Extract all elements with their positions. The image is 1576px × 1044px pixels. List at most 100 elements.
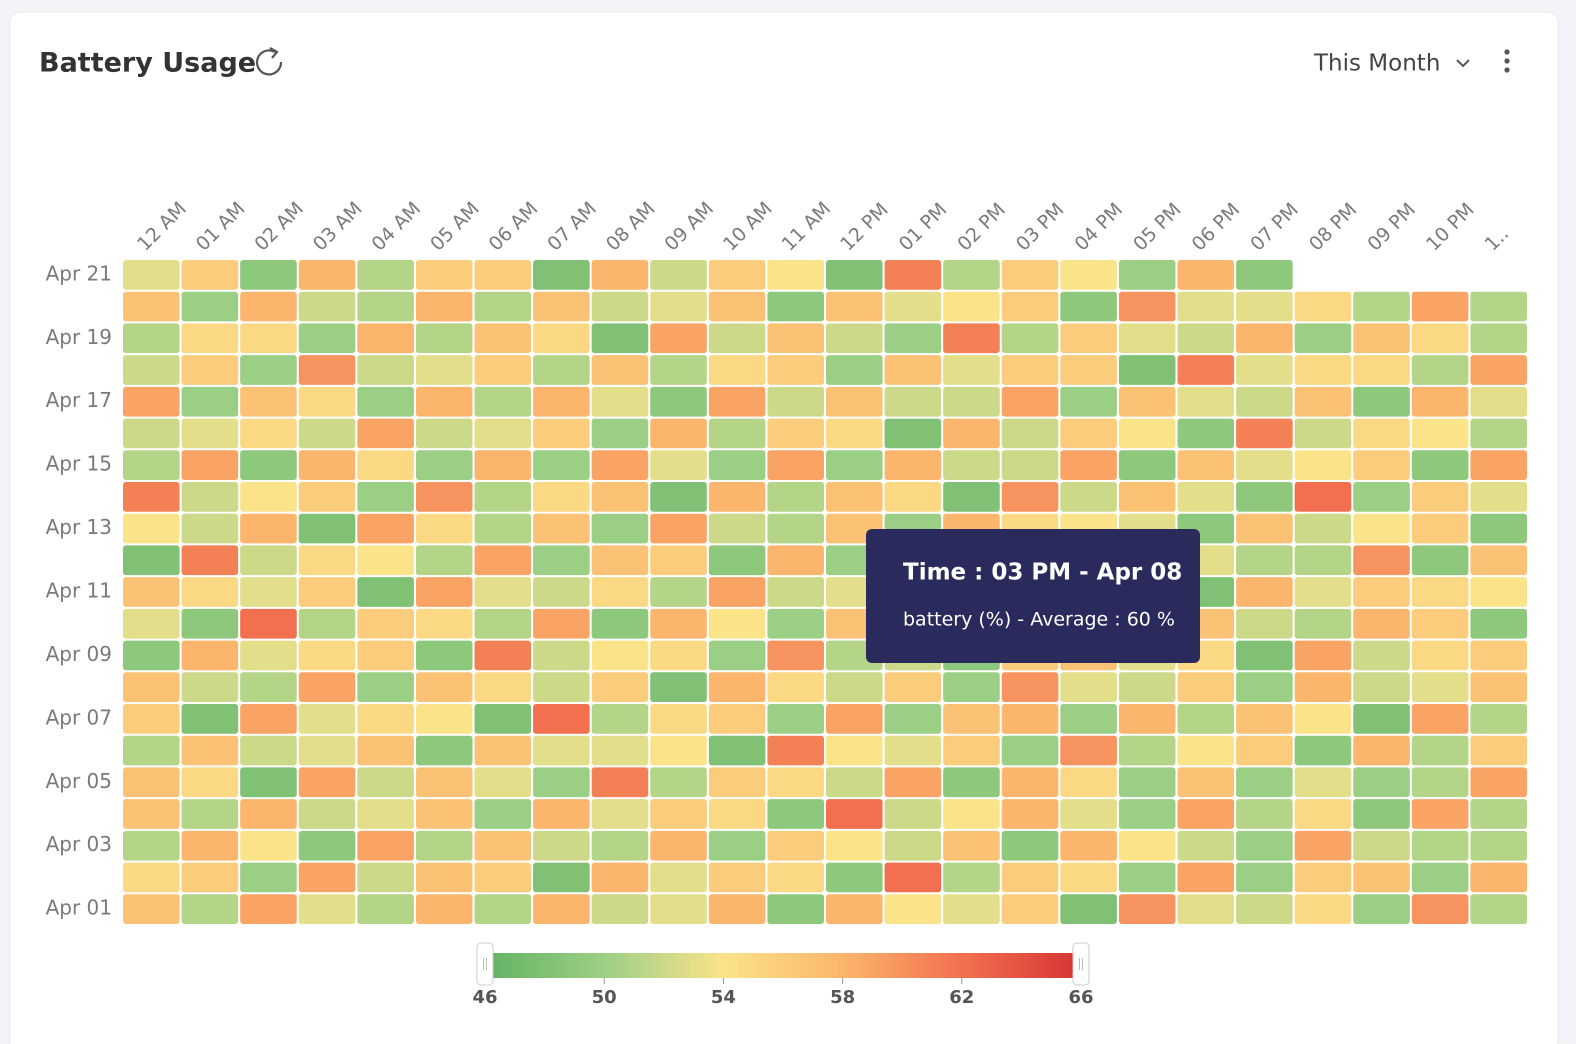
heat-cell [240,704,297,734]
heat-cell [1177,767,1235,798]
heat-cell [123,735,180,766]
heat-cell [826,482,883,512]
range-handle[interactable] [476,942,494,986]
heat-cell [1470,291,1527,322]
legend-tick-label: 54 [711,987,736,1008]
heat-cell [415,577,473,607]
heat-cell [708,323,766,354]
heat-cell [1470,355,1527,385]
heat-cell [1294,513,1352,544]
heat-cell [1177,260,1235,290]
heat-cell [1001,323,1059,354]
heat-cell [533,323,590,354]
heat-cell [1411,386,1469,417]
heat-cell [1470,482,1527,512]
tooltip-box [866,529,1200,663]
heat-cell [943,735,1000,766]
heat-cell [123,386,180,417]
heat-cell [1001,830,1059,861]
heat-cell [767,704,824,734]
heat-cell [767,862,824,893]
heat-cell [1294,704,1352,734]
heat-cell [1353,577,1410,607]
more-menu[interactable] [1504,49,1510,73]
heat-cell [708,545,766,576]
heat-cell [1470,894,1527,924]
heat-cell [181,323,239,354]
heat-cell [591,640,649,671]
heat-cell [1001,672,1059,702]
heat-cell [1470,418,1527,449]
heat-cell [884,862,942,893]
heat-cell [1060,767,1117,798]
heat-cell [884,799,942,829]
heat-cell [181,735,239,766]
heat-cell [1060,323,1117,354]
heat-cell [650,545,707,576]
heat-cell [767,513,824,544]
range-handle[interactable] [1072,942,1090,986]
heat-cell [826,830,883,861]
heat-cell [1118,862,1176,893]
heat-cell [1060,894,1117,924]
heat-cell [591,608,649,639]
heat-cell [474,704,532,734]
heat-cell [357,323,414,354]
heat-cell [708,894,766,924]
heat-cell [1001,260,1059,290]
heat-cell [357,513,414,544]
heat-cell [826,260,883,290]
heat-cell [943,418,1000,449]
heat-cell [767,450,824,480]
heat-cell [123,640,180,671]
heat-cell [240,672,297,702]
heat-cell [1177,735,1235,766]
heat-cell [1236,386,1293,417]
color-bar [485,953,1081,978]
heat-cell [591,799,649,829]
heat-cell [1118,672,1176,702]
heat-cell [298,894,356,924]
heat-cell [1177,862,1235,893]
heat-cell [533,577,590,607]
heat-cell [1411,830,1469,861]
heat-cell [474,260,532,290]
heat-cell [240,418,297,449]
heat-cell [1001,291,1059,322]
refresh-button[interactable] [255,47,283,76]
heat-cell [123,418,180,449]
heat-cell [1470,513,1527,544]
heat-cell [1353,418,1410,449]
heat-cell [240,545,297,576]
heat-cell [1294,672,1352,702]
heat-cell [357,640,414,671]
heat-cell [591,355,649,385]
heat-cell [415,386,473,417]
heat-cell [943,355,1000,385]
heat-cell [415,482,473,512]
heat-cell [650,386,707,417]
dot [1504,58,1510,64]
y-tick-label: Apr 15 [46,452,112,476]
heat-cell [474,545,532,576]
heat-cell [357,450,414,480]
heat-cell [123,830,180,861]
heat-cell [1060,482,1117,512]
heat-cell [240,260,297,290]
heat-cell [943,260,1000,290]
heat-cell [1236,482,1293,512]
heat-cell [943,767,1000,798]
heat-cell [708,482,766,512]
heat-cell [1353,704,1410,734]
heat-cell [1060,260,1117,290]
heat-cell [1353,640,1410,671]
heat-cell [1001,735,1059,766]
heat-cell [240,894,297,924]
heat-cell [357,482,414,512]
heat-cell [474,450,532,480]
heat-cell [415,608,473,639]
period-dropdown[interactable]: This Month [1313,51,1470,77]
heat-cell [1001,355,1059,385]
color-legend: 46 50 54 58 62 66 [472,942,1094,1008]
heat-cell [123,704,180,734]
